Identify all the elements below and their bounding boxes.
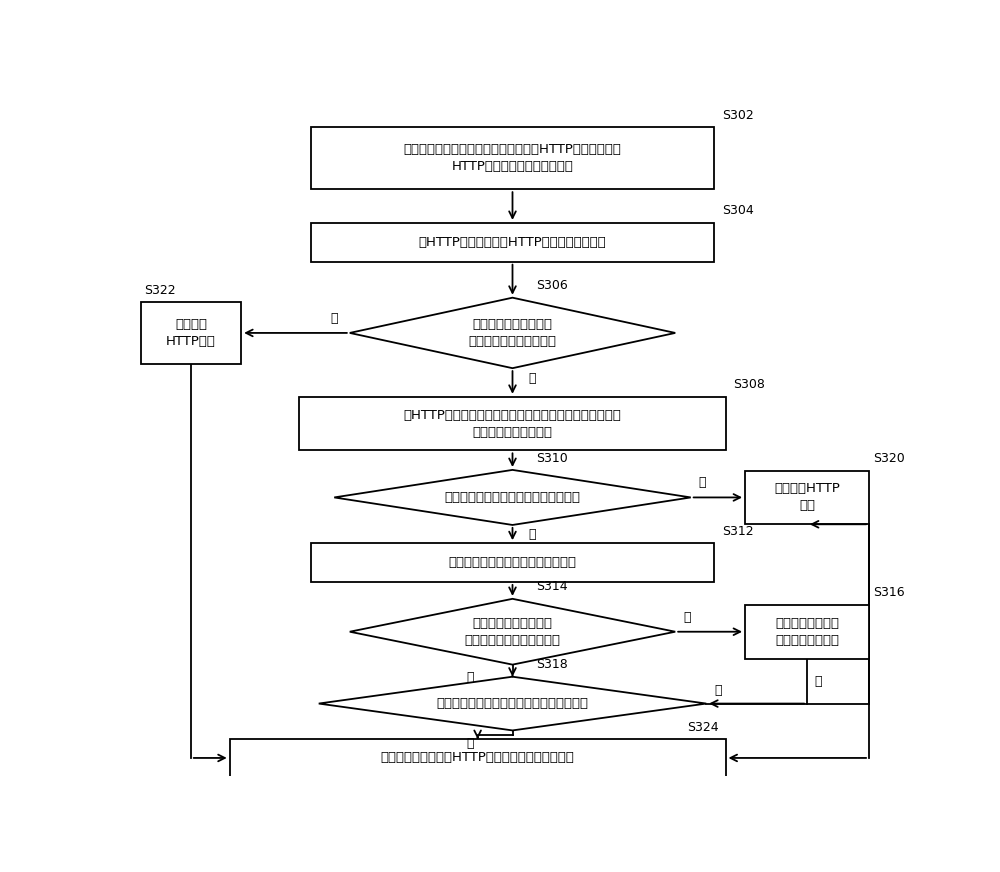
Text: 判断上述资源标识符是
否保存在限流配置信息中: 判断上述资源标识符是 否保存在限流配置信息中 <box>468 318 556 348</box>
Text: 将上述限流参数对
应的访问次数加一: 将上述限流参数对 应的访问次数加一 <box>775 617 839 647</box>
Text: S316: S316 <box>873 587 904 599</box>
Text: 否: 否 <box>698 476 706 489</box>
Text: 是: 是 <box>714 684 722 697</box>
Text: S306: S306 <box>536 279 568 292</box>
Text: 从HTTP请求中提取该HTTP请求的资源标识符: 从HTTP请求中提取该HTTP请求的资源标识符 <box>419 235 606 249</box>
FancyBboxPatch shape <box>745 471 869 524</box>
Text: S302: S302 <box>722 109 754 122</box>
Text: 通过预设的拦截器，获取客户端发送的HTTP请求，并将该
HTTP请求设置为本地线程变量: 通过预设的拦截器，获取客户端发送的HTTP请求，并将该 HTTP请求设置为本地线… <box>404 143 621 174</box>
Text: S314: S314 <box>536 581 567 594</box>
Text: 否: 否 <box>331 312 338 325</box>
Text: 是: 是 <box>528 371 536 385</box>
Text: 判断是否存在计数表并
发执行插入限流记录的异常: 判断是否存在计数表并 发执行插入限流记录的异常 <box>464 617 560 647</box>
Text: S322: S322 <box>144 283 176 296</box>
Text: 否: 否 <box>466 671 474 685</box>
Text: 将上述限流参数对应的访问次数加一: 将上述限流参数对应的访问次数加一 <box>448 556 576 569</box>
Text: 是: 是 <box>528 528 536 542</box>
Polygon shape <box>350 599 675 664</box>
Text: 判断是否成功获取到限流参数的参数值: 判断是否成功获取到限流参数的参数值 <box>444 491 580 504</box>
Text: S320: S320 <box>873 453 905 465</box>
Text: 判断访问次数加一后的值是否达到限流阈值: 判断访问次数加一后的值是否达到限流阈值 <box>436 697 588 710</box>
Text: S304: S304 <box>722 204 754 217</box>
Text: 否: 否 <box>466 737 474 750</box>
FancyBboxPatch shape <box>230 739 726 777</box>
FancyBboxPatch shape <box>745 605 869 658</box>
FancyBboxPatch shape <box>299 397 726 451</box>
Text: S324: S324 <box>687 721 718 733</box>
Text: 终止上述HTTP
请求: 终止上述HTTP 请求 <box>774 482 840 513</box>
Text: 是: 是 <box>683 610 690 623</box>
Text: 从HTTP请求的请求头或者请求参数中获取限流配置信息指
示的限流参数的参数值: 从HTTP请求的请求头或者请求参数中获取限流配置信息指 示的限流参数的参数值 <box>404 409 621 439</box>
Text: 是: 是 <box>815 675 822 687</box>
Text: S308: S308 <box>733 378 765 392</box>
Text: S318: S318 <box>536 658 568 671</box>
Text: 通过拦截器清理上述HTTP请求对应的本地线程变量: 通过拦截器清理上述HTTP请求对应的本地线程变量 <box>381 752 575 765</box>
FancyBboxPatch shape <box>311 127 714 189</box>
FancyBboxPatch shape <box>140 302 241 364</box>
Text: S310: S310 <box>536 452 568 465</box>
Polygon shape <box>334 470 691 525</box>
Text: S312: S312 <box>722 525 753 538</box>
FancyBboxPatch shape <box>311 543 714 582</box>
Polygon shape <box>319 677 706 731</box>
Polygon shape <box>350 297 675 368</box>
FancyBboxPatch shape <box>311 223 714 262</box>
Text: 响应上述
HTTP请求: 响应上述 HTTP请求 <box>166 318 216 348</box>
